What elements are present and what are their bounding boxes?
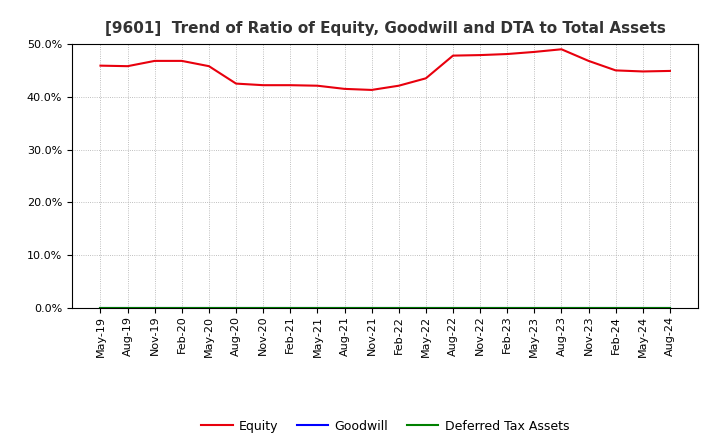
Goodwill — [313, 305, 322, 311]
Equity — [259, 83, 268, 88]
Deferred Tax Assets — [611, 305, 620, 311]
Deferred Tax Assets — [286, 305, 294, 311]
Deferred Tax Assets — [421, 305, 430, 311]
Deferred Tax Assets — [313, 305, 322, 311]
Equity — [123, 63, 132, 69]
Deferred Tax Assets — [557, 305, 566, 311]
Goodwill — [421, 305, 430, 311]
Deferred Tax Assets — [341, 305, 349, 311]
Title: [9601]  Trend of Ratio of Equity, Goodwill and DTA to Total Assets: [9601] Trend of Ratio of Equity, Goodwil… — [105, 21, 665, 36]
Goodwill — [286, 305, 294, 311]
Goodwill — [150, 305, 159, 311]
Equity — [584, 58, 593, 63]
Equity — [367, 87, 376, 92]
Deferred Tax Assets — [395, 305, 403, 311]
Equity — [395, 83, 403, 88]
Goodwill — [449, 305, 457, 311]
Legend: Equity, Goodwill, Deferred Tax Assets: Equity, Goodwill, Deferred Tax Assets — [197, 414, 574, 437]
Deferred Tax Assets — [639, 305, 647, 311]
Goodwill — [178, 305, 186, 311]
Deferred Tax Assets — [123, 305, 132, 311]
Deferred Tax Assets — [96, 305, 105, 311]
Deferred Tax Assets — [367, 305, 376, 311]
Equity — [286, 83, 294, 88]
Goodwill — [476, 305, 485, 311]
Deferred Tax Assets — [665, 305, 674, 311]
Deferred Tax Assets — [476, 305, 485, 311]
Deferred Tax Assets — [150, 305, 159, 311]
Goodwill — [341, 305, 349, 311]
Equity — [476, 52, 485, 58]
Equity — [449, 53, 457, 58]
Goodwill — [367, 305, 376, 311]
Deferred Tax Assets — [449, 305, 457, 311]
Equity — [530, 49, 539, 55]
Goodwill — [232, 305, 240, 311]
Deferred Tax Assets — [530, 305, 539, 311]
Deferred Tax Assets — [584, 305, 593, 311]
Goodwill — [584, 305, 593, 311]
Goodwill — [123, 305, 132, 311]
Equity — [665, 68, 674, 73]
Equity — [341, 86, 349, 92]
Equity — [313, 83, 322, 88]
Goodwill — [611, 305, 620, 311]
Equity — [611, 68, 620, 73]
Goodwill — [639, 305, 647, 311]
Goodwill — [665, 305, 674, 311]
Deferred Tax Assets — [503, 305, 511, 311]
Deferred Tax Assets — [232, 305, 240, 311]
Goodwill — [259, 305, 268, 311]
Goodwill — [557, 305, 566, 311]
Equity — [150, 58, 159, 63]
Deferred Tax Assets — [204, 305, 213, 311]
Equity — [232, 81, 240, 86]
Goodwill — [395, 305, 403, 311]
Equity — [557, 47, 566, 52]
Equity — [639, 69, 647, 74]
Equity — [96, 63, 105, 68]
Goodwill — [503, 305, 511, 311]
Deferred Tax Assets — [178, 305, 186, 311]
Deferred Tax Assets — [259, 305, 268, 311]
Line: Equity: Equity — [101, 49, 670, 90]
Equity — [503, 51, 511, 57]
Equity — [204, 63, 213, 69]
Equity — [178, 58, 186, 63]
Goodwill — [96, 305, 105, 311]
Equity — [421, 76, 430, 81]
Goodwill — [530, 305, 539, 311]
Goodwill — [204, 305, 213, 311]
